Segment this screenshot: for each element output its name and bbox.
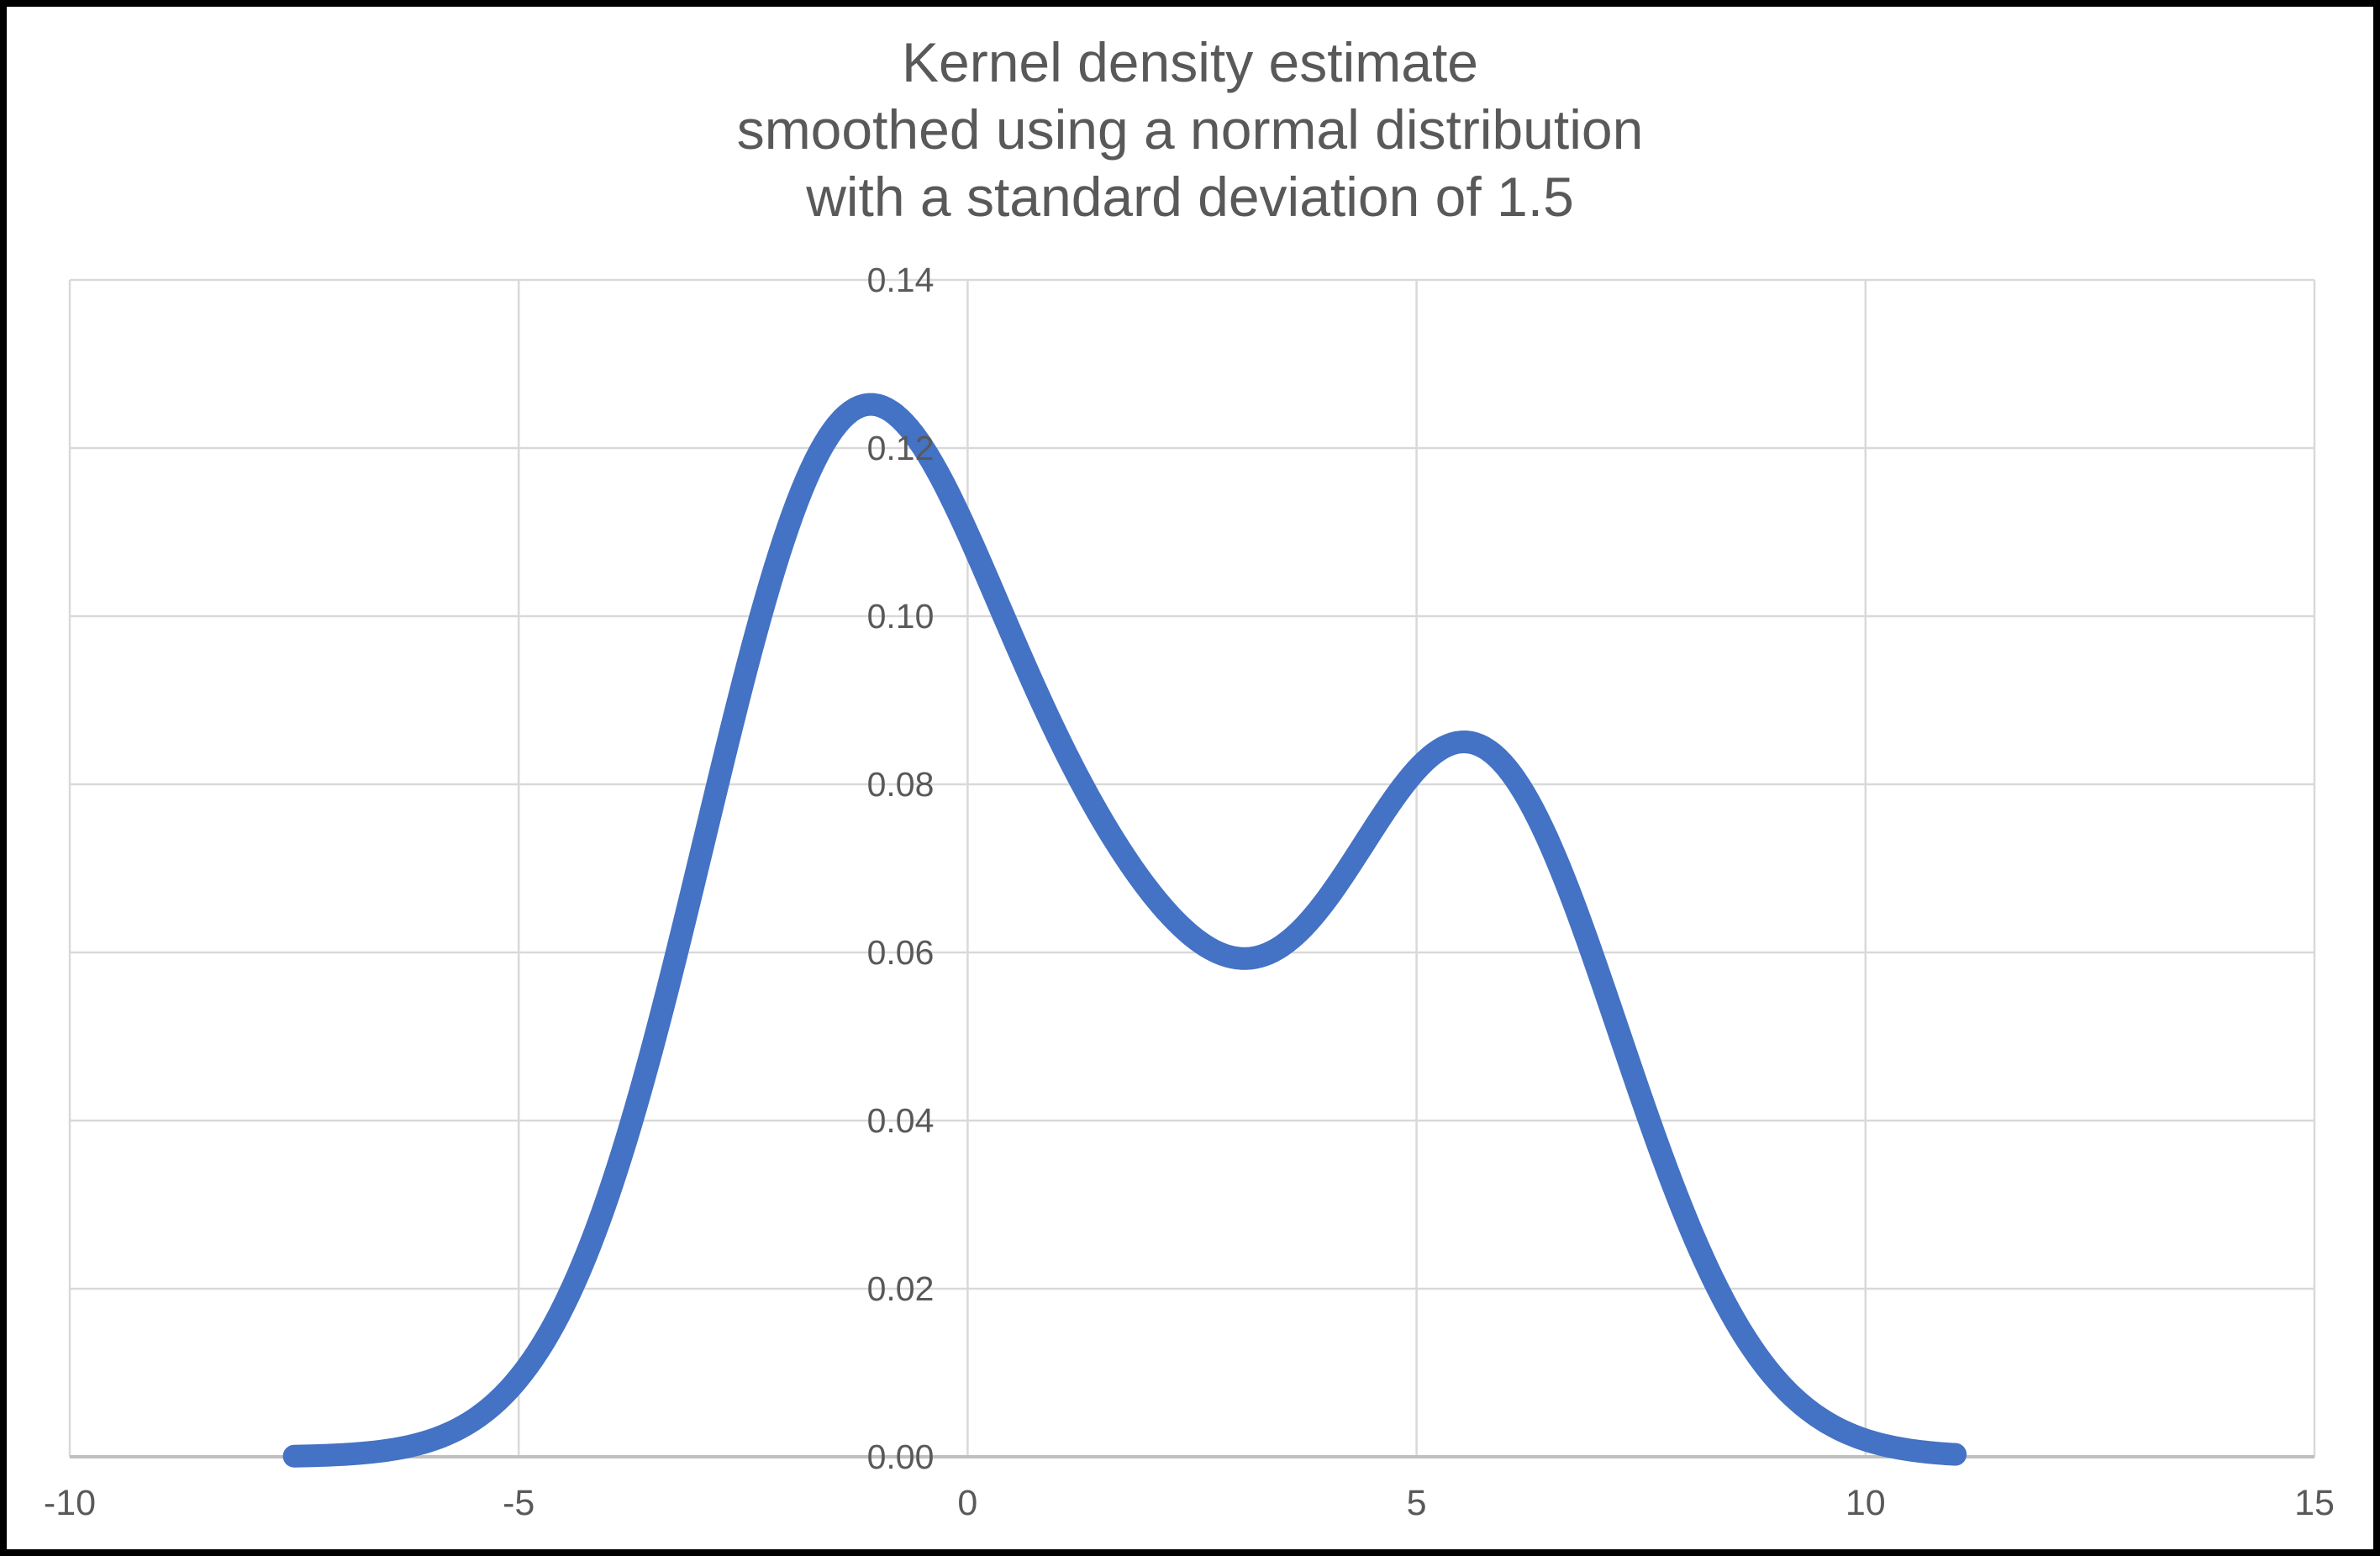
x-tick-label: 0 bbox=[957, 1483, 978, 1523]
gridlines bbox=[68, 278, 2316, 1457]
y-tick-label: 0.14 bbox=[866, 261, 935, 299]
chart-title-line-3: with a standard deviation of 1.5 bbox=[806, 166, 1574, 228]
chart-title-line-2: smoothed using a normal distribution bbox=[736, 98, 1644, 161]
y-tick-label: 0.04 bbox=[866, 1101, 935, 1140]
y-tick-label: 0.10 bbox=[866, 597, 935, 636]
x-tick-label: -10 bbox=[43, 1483, 97, 1523]
x-tick-label: 15 bbox=[2294, 1483, 2335, 1523]
x-tick-label: 10 bbox=[1845, 1483, 1886, 1523]
y-tick-label: 0.08 bbox=[866, 765, 935, 804]
y-tick-label: 0.00 bbox=[866, 1437, 935, 1476]
x-tick-label: 5 bbox=[1406, 1483, 1427, 1523]
chart-title: Kernel density estimate smoothed using a… bbox=[0, 29, 2380, 230]
y-tick-label: 0.06 bbox=[866, 933, 935, 972]
y-tick-label: 0.12 bbox=[866, 429, 935, 467]
y-tick-label: 0.02 bbox=[866, 1269, 935, 1308]
kde-curve bbox=[282, 393, 1967, 1468]
kde-curve-path bbox=[282, 393, 1967, 1468]
chart-title-line-1: Kernel density estimate bbox=[901, 31, 1478, 93]
x-tick-label: -5 bbox=[503, 1483, 535, 1523]
